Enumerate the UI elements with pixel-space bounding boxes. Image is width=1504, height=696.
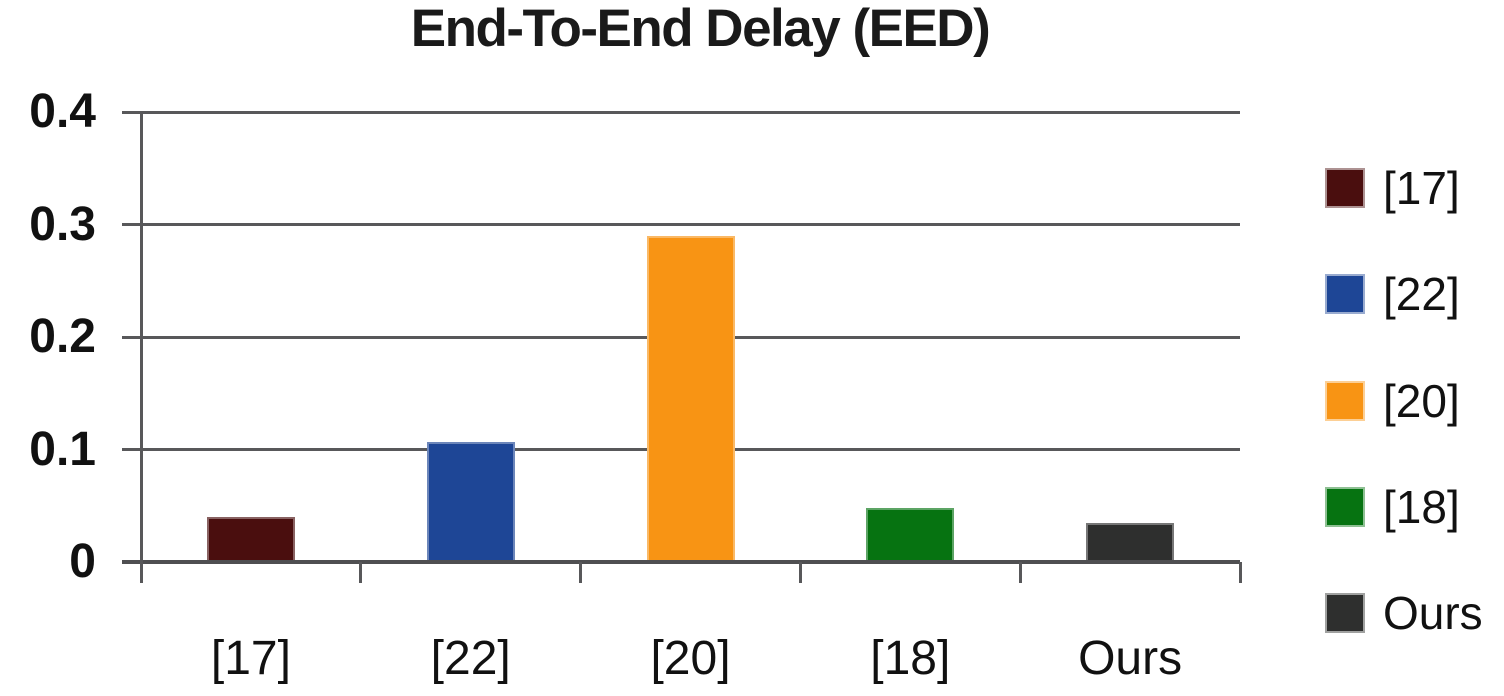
legend: [17] [22] [20] [18] Ours [1325,0,1504,696]
legend-label: [18] [1383,480,1460,533]
y-axis-tick-label: 0.1 [29,422,96,476]
legend-swatch [1325,593,1365,634]
legend-swatch [1325,486,1365,527]
bar [426,441,515,562]
y-axis-tick-label: 0.2 [29,310,96,363]
legend-swatch [1325,168,1365,208]
legend-item: [17] [1325,162,1460,214]
legend-item: [22] [1325,268,1460,321]
x-axis-tick [1238,562,1242,583]
x-axis-tick [1018,562,1022,583]
y-axis-line [139,112,143,583]
x-axis-tick [139,562,143,583]
legend-label: [20] [1383,374,1460,427]
legend-item: [18] [1325,480,1460,533]
bar [866,508,955,562]
legend-swatch [1325,380,1365,421]
legend-item: [20] [1325,374,1460,427]
legend-label: [22] [1383,268,1460,321]
y-axis-tick-label: 0.3 [29,197,96,251]
gridline [122,110,1240,114]
chart-title: End-To-End Delay (EED) [410,0,991,58]
x-axis-tick-label: [18] [870,632,951,685]
legend-swatch [1325,274,1365,315]
x-axis-tick [579,562,583,583]
legend-item: Ours [1325,587,1483,640]
y-axis-tick-label: 0 [69,535,96,588]
bar [646,235,735,562]
x-axis-tick-label: Ours [1078,632,1183,685]
x-axis-tick-label: [17] [210,632,291,685]
x-axis-line [122,560,1240,564]
gridline [122,223,1240,226]
bar [1086,522,1175,562]
x-axis-tick [359,562,363,583]
x-axis-tick [798,562,802,583]
legend-label: [17] [1383,162,1460,214]
y-axis-tick-label: 0.4 [29,85,96,138]
legend-label: Ours [1383,587,1483,640]
x-axis-tick-label: [20] [650,632,731,685]
x-axis-tick-label: [22] [430,632,511,685]
bar [206,517,295,562]
